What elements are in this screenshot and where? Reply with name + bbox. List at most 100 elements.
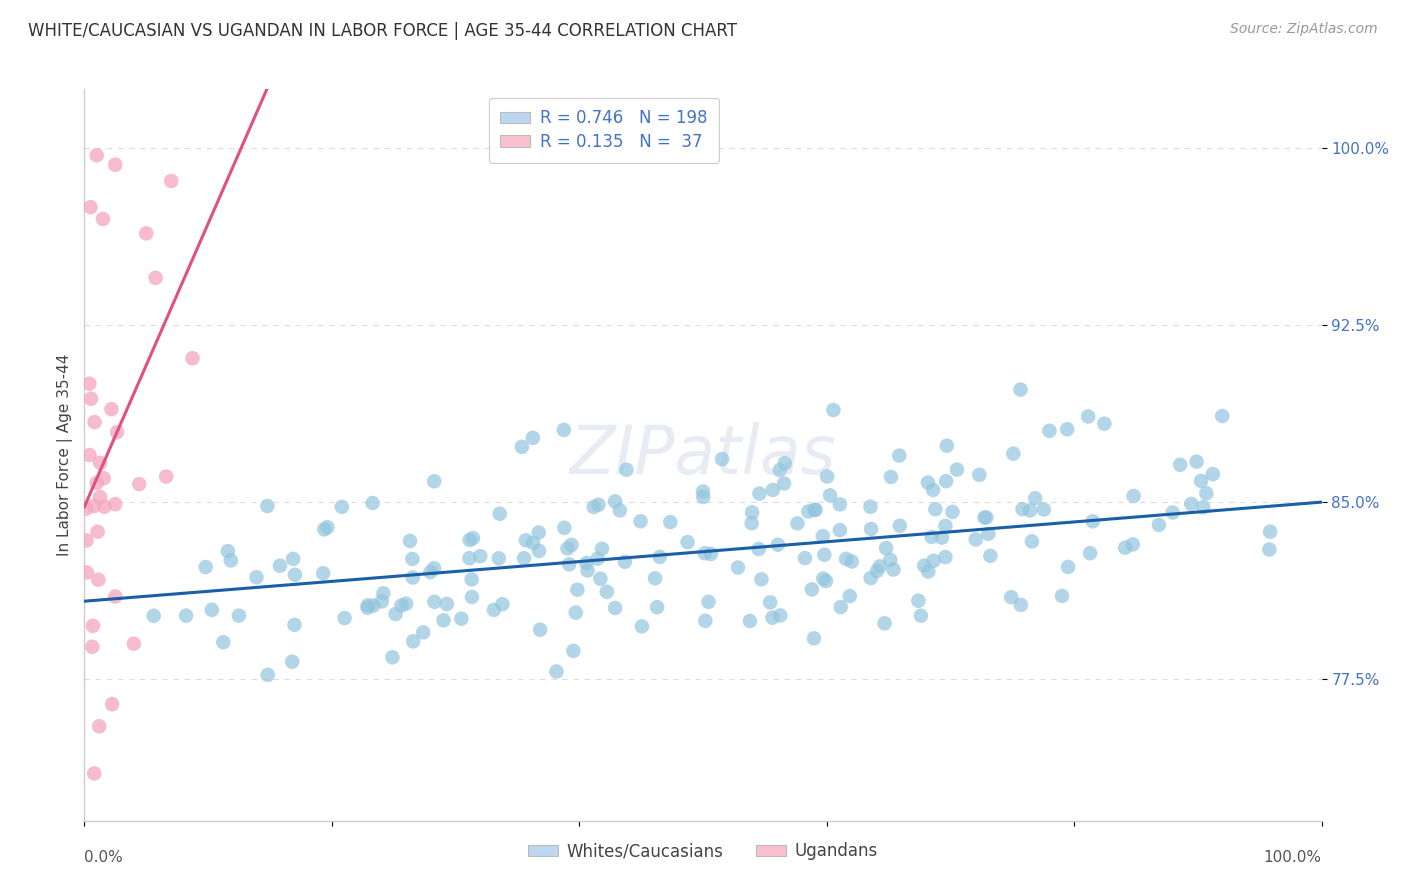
Point bbox=[122, 637, 145, 651]
Point bbox=[803, 503, 825, 517]
Point bbox=[105, 425, 128, 439]
Point bbox=[80, 392, 103, 406]
Point bbox=[974, 510, 997, 524]
Point bbox=[741, 505, 763, 519]
Point bbox=[1021, 534, 1043, 549]
Point bbox=[160, 174, 183, 188]
Point bbox=[557, 541, 579, 556]
Point bbox=[941, 505, 963, 519]
Point bbox=[1010, 598, 1032, 612]
Point bbox=[212, 635, 235, 649]
Point bbox=[1078, 546, 1101, 560]
Point bbox=[786, 516, 808, 531]
Point bbox=[965, 533, 987, 547]
Point bbox=[912, 558, 935, 573]
Point bbox=[281, 552, 304, 566]
Point bbox=[316, 520, 339, 534]
Point bbox=[1000, 590, 1022, 604]
Point bbox=[423, 561, 446, 575]
Point bbox=[256, 668, 278, 682]
Point bbox=[659, 515, 682, 529]
Text: Source: ZipAtlas.com: Source: ZipAtlas.com bbox=[1230, 22, 1378, 37]
Point bbox=[769, 608, 792, 623]
Point bbox=[910, 608, 932, 623]
Point bbox=[269, 558, 291, 573]
Point bbox=[529, 623, 551, 637]
Point bbox=[1092, 417, 1115, 431]
Point bbox=[759, 595, 782, 609]
Point bbox=[841, 555, 863, 569]
Point bbox=[145, 270, 167, 285]
Point bbox=[1202, 467, 1225, 481]
Point bbox=[1122, 537, 1144, 551]
Point bbox=[813, 572, 835, 586]
Point bbox=[761, 610, 783, 624]
Point bbox=[86, 148, 108, 162]
Point bbox=[924, 502, 946, 516]
Point bbox=[1024, 491, 1046, 506]
Point bbox=[86, 475, 108, 490]
Point bbox=[692, 484, 714, 499]
Point bbox=[553, 521, 575, 535]
Point bbox=[312, 566, 335, 581]
Point bbox=[194, 560, 217, 574]
Point bbox=[79, 448, 101, 462]
Point bbox=[201, 603, 224, 617]
Point bbox=[859, 571, 882, 585]
Point bbox=[546, 665, 568, 679]
Point bbox=[228, 608, 250, 623]
Point bbox=[174, 608, 197, 623]
Point bbox=[79, 200, 101, 214]
Point bbox=[859, 500, 882, 514]
Point bbox=[882, 562, 904, 576]
Point bbox=[591, 541, 613, 556]
Point bbox=[738, 614, 761, 628]
Point bbox=[869, 559, 891, 574]
Point bbox=[104, 158, 127, 172]
Point bbox=[800, 582, 823, 597]
Point bbox=[711, 452, 734, 467]
Point bbox=[330, 500, 353, 514]
Text: ZIPatlas: ZIPatlas bbox=[569, 422, 837, 488]
Point bbox=[815, 469, 838, 483]
Point bbox=[104, 497, 127, 511]
Point bbox=[576, 564, 599, 578]
Point bbox=[1161, 506, 1184, 520]
Point bbox=[1180, 497, 1202, 511]
Point bbox=[934, 550, 956, 565]
Point bbox=[1038, 424, 1060, 438]
Point bbox=[488, 507, 510, 521]
Point bbox=[823, 403, 845, 417]
Point bbox=[82, 619, 104, 633]
Point bbox=[860, 522, 883, 536]
Point bbox=[1057, 560, 1080, 574]
Point bbox=[510, 440, 533, 454]
Point bbox=[356, 600, 378, 615]
Point bbox=[284, 567, 307, 582]
Point bbox=[1114, 541, 1136, 555]
Point bbox=[813, 548, 835, 562]
Point bbox=[450, 612, 472, 626]
Point bbox=[513, 551, 536, 566]
Point bbox=[1050, 589, 1073, 603]
Point bbox=[589, 572, 612, 586]
Point bbox=[219, 553, 242, 567]
Point bbox=[748, 541, 770, 556]
Point bbox=[917, 565, 939, 579]
Point bbox=[1019, 503, 1042, 517]
Point bbox=[1056, 422, 1078, 436]
Text: 0.0%: 0.0% bbox=[84, 850, 124, 865]
Point bbox=[1258, 524, 1281, 539]
Point bbox=[1122, 489, 1144, 503]
Point bbox=[973, 510, 995, 524]
Point bbox=[1147, 517, 1170, 532]
Point bbox=[931, 531, 953, 545]
Point bbox=[605, 601, 627, 615]
Point bbox=[402, 634, 425, 648]
Point bbox=[399, 533, 422, 548]
Point bbox=[1077, 409, 1099, 424]
Point bbox=[609, 503, 631, 517]
Point bbox=[741, 516, 763, 531]
Point bbox=[361, 599, 384, 613]
Point bbox=[645, 600, 668, 615]
